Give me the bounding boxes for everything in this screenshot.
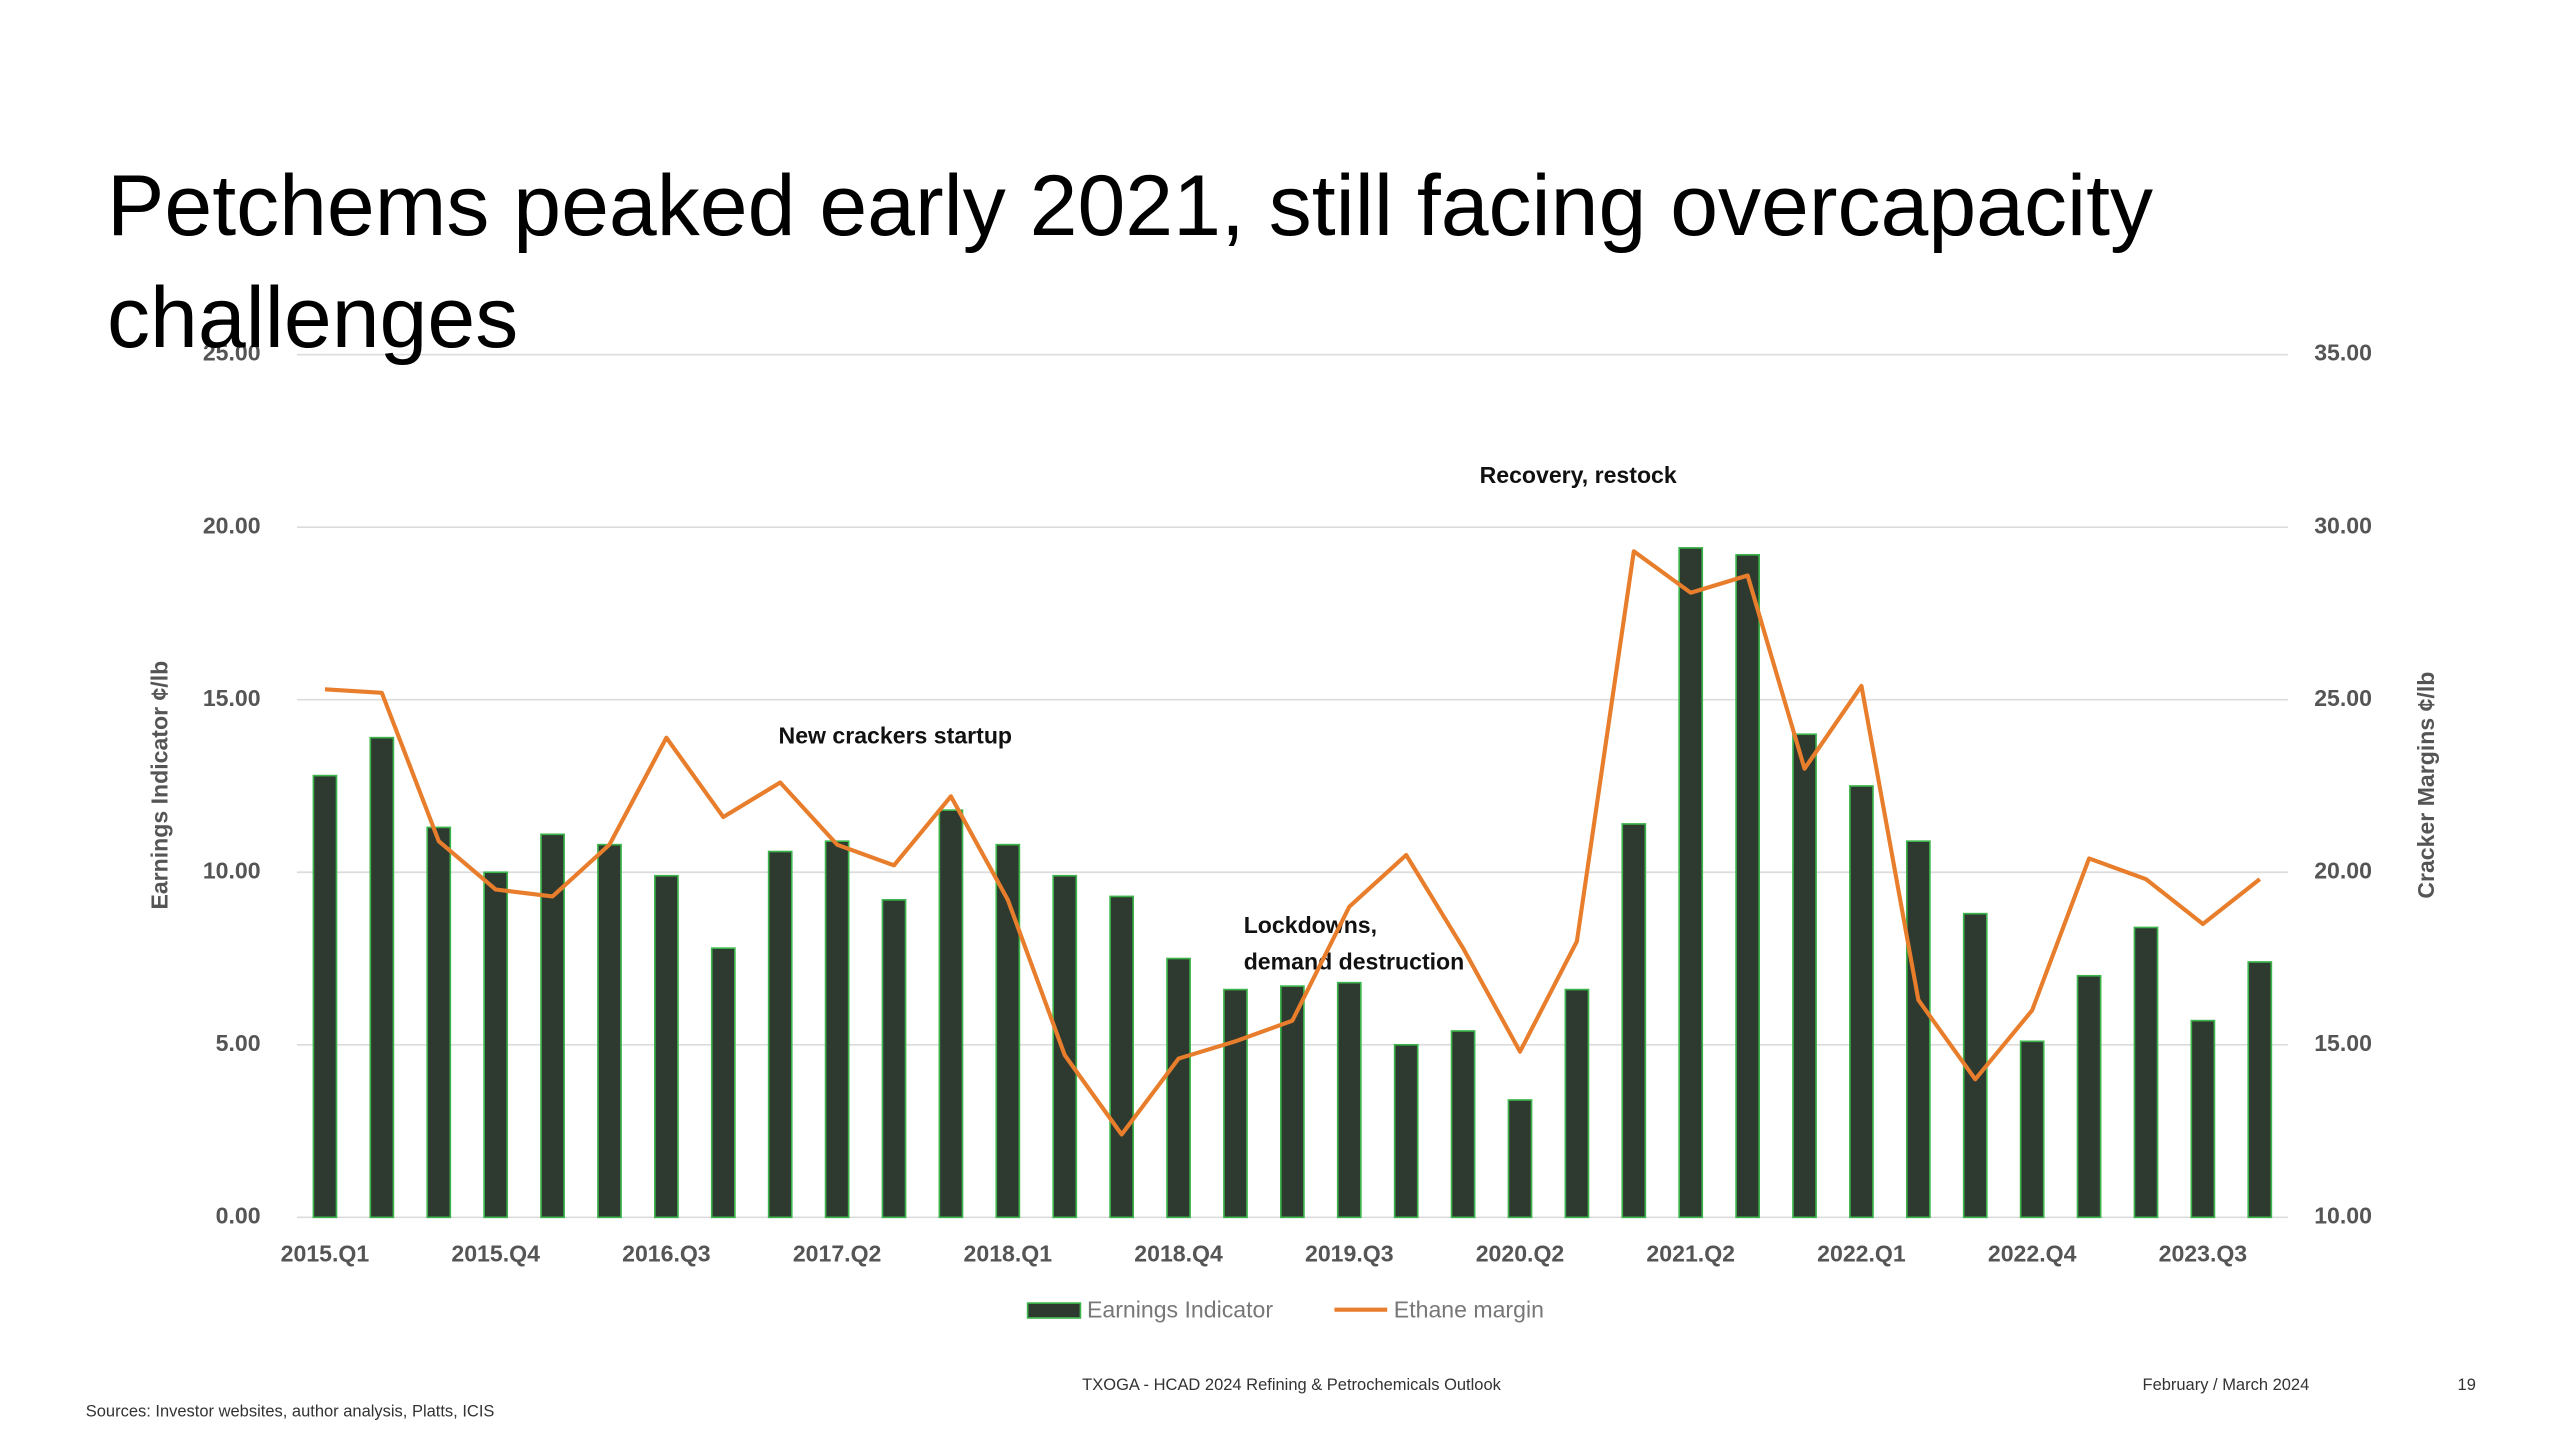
bar	[312, 774, 338, 1219]
x-tick-label: 2015.Q1	[281, 1240, 370, 1266]
x-tick-label: 2015.Q4	[451, 1240, 540, 1266]
bar	[1052, 874, 1078, 1219]
y-tick-label: 10.00	[203, 857, 261, 883]
y2-tick-label: 15.00	[2314, 1030, 2372, 1056]
y-tick-label: 20.00	[203, 512, 261, 538]
bar	[1280, 985, 1305, 1219]
y2-tick-label: 10.00	[2314, 1202, 2372, 1228]
legend-label: Ethane margin	[1394, 1296, 1544, 1322]
bar	[597, 843, 622, 1219]
bar	[1166, 957, 1191, 1219]
bar	[1507, 1099, 1533, 1219]
y2-axis-title: Cracker Margins ¢/lb	[2413, 672, 2439, 899]
bar	[1564, 988, 1590, 1219]
bar	[483, 871, 509, 1219]
x-tick-label: 2018.Q4	[1134, 1240, 1223, 1266]
page-number: 19	[2458, 1376, 2476, 1394]
y2-tick-label: 35.00	[2314, 340, 2372, 366]
x-tick-label: 2019.Q3	[1305, 1240, 1394, 1266]
x-tick-label: 2018.Q1	[964, 1240, 1053, 1266]
bar	[1678, 547, 1704, 1219]
bar	[1223, 988, 1248, 1219]
bar	[881, 899, 907, 1219]
bar	[938, 809, 964, 1219]
bar	[2247, 961, 2273, 1219]
x-tick-label: 2022.Q1	[1817, 1240, 1906, 1266]
y-axis-title: Earnings Indicator ¢/lb	[147, 661, 173, 910]
bar	[426, 826, 452, 1219]
source: Sources: Investor websites, author analy…	[86, 1402, 495, 1420]
bar	[540, 833, 565, 1219]
legend-swatch	[1026, 1302, 1082, 1319]
bar	[2133, 926, 2159, 1219]
bar	[1621, 823, 1647, 1219]
annotation: Lockdowns,	[1244, 912, 1377, 938]
bar	[1450, 1030, 1476, 1219]
bar	[824, 840, 850, 1219]
bar	[1905, 840, 1931, 1219]
date: February / March 2024	[2143, 1376, 2310, 1394]
bar	[654, 874, 679, 1219]
bar	[767, 850, 793, 1219]
x-tick-label: 2017.Q2	[793, 1240, 882, 1266]
slide-title: Petchems peaked early 2021, still facing…	[107, 158, 2153, 366]
y2-tick-label: 25.00	[2314, 685, 2372, 711]
bar	[2076, 974, 2102, 1219]
y2-tick-label: 20.00	[2314, 857, 2372, 883]
bar	[1393, 1043, 1419, 1219]
x-tick-label: 2023.Q3	[2159, 1240, 2248, 1266]
bar	[1792, 733, 1817, 1219]
y2-tick-label: 30.00	[2314, 512, 2372, 538]
bar	[1849, 785, 1874, 1219]
y-tick-label: 15.00	[203, 685, 261, 711]
annotation: New crackers startup	[779, 722, 1012, 748]
x-tick-label: 2021.Q2	[1646, 1240, 1735, 1266]
bar	[1109, 895, 1135, 1219]
event: TXOGA - HCAD 2024 Refining & Petrochemic…	[1082, 1376, 1501, 1394]
x-tick-label: 2016.Q3	[622, 1240, 711, 1266]
bar	[710, 947, 736, 1219]
annotation: demand destruction	[1244, 948, 1465, 974]
y-tick-label: 0.00	[216, 1202, 261, 1228]
bar	[1336, 981, 1362, 1219]
annotation: Recovery, restock	[1480, 462, 1677, 488]
bar	[2190, 1019, 2216, 1219]
line	[324, 549, 2262, 1137]
x-tick-label: 2020.Q2	[1476, 1240, 1565, 1266]
y-tick-label: 5.00	[216, 1030, 261, 1056]
bar	[995, 843, 1021, 1219]
bar	[369, 736, 395, 1219]
legend-label: Earnings Indicator	[1087, 1296, 1273, 1322]
x-tick-label: 2022.Q4	[1988, 1240, 2077, 1266]
bar	[1735, 553, 1760, 1219]
y-tick-label: 25.00	[203, 340, 261, 366]
bar	[2019, 1040, 2045, 1219]
